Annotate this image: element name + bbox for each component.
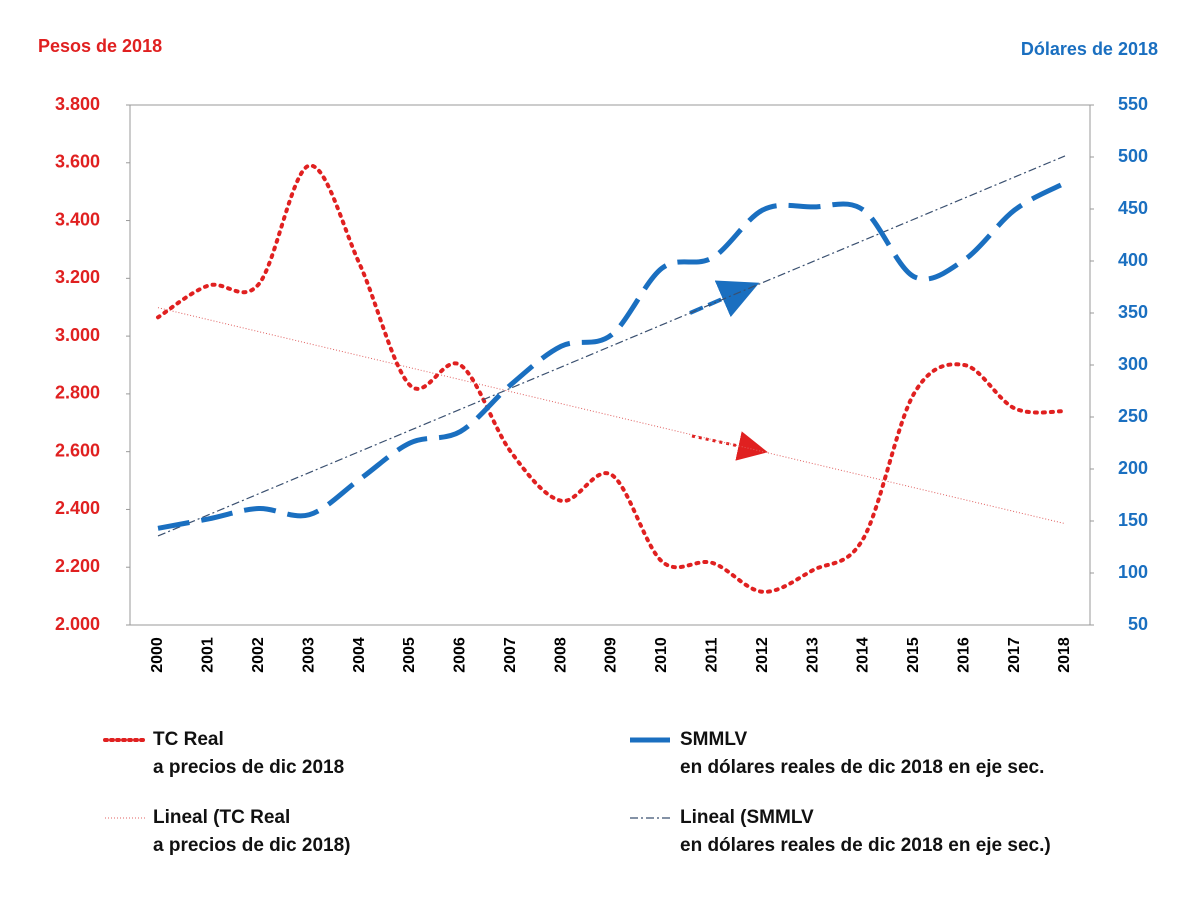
y2-tick-label: 200 [1118, 458, 1148, 478]
x-tick-label: 2016 [955, 637, 972, 673]
x-tick-label: 2002 [250, 637, 267, 673]
x-tick-label: 2000 [149, 637, 166, 673]
x-tick-label: 2011 [703, 638, 720, 673]
y2-tick-label: 400 [1118, 250, 1148, 270]
y2-tick-label: 300 [1118, 354, 1148, 374]
legend-label: Lineal (SMMLV [680, 807, 814, 828]
trend-line [157, 155, 1066, 537]
x-tick-label: 2004 [351, 637, 368, 673]
legend-label: SMMLV [680, 729, 748, 750]
y2-axis-label: Dólares de 2018 [1021, 39, 1158, 59]
x-tick-label: 2007 [502, 637, 519, 673]
x-tick-label: 2005 [401, 637, 418, 673]
y-tick-label: 3.400 [55, 209, 100, 229]
legend-label: Lineal (TC Real [153, 807, 290, 828]
y-tick-label: 2.800 [55, 383, 100, 403]
y2-tick-label: 100 [1118, 562, 1148, 582]
y2-tick-label: 250 [1118, 406, 1148, 426]
y2-tick-label: 450 [1118, 198, 1148, 218]
x-tick-label: 2008 [552, 637, 569, 673]
legend-label: TC Real [153, 729, 224, 750]
x-tick-label: 2006 [452, 637, 469, 673]
x-tick-label: 2003 [300, 637, 317, 673]
y-axis-label: Pesos de 2018 [38, 36, 162, 56]
x-tick-label: 2009 [603, 637, 620, 673]
y-tick-label: 3.600 [55, 152, 100, 172]
y-tick-label: 3.000 [55, 325, 100, 345]
x-tick-label: 2015 [905, 637, 922, 673]
data-line [157, 180, 1067, 531]
y-tick-label: 3.800 [55, 94, 100, 114]
data-line [156, 163, 1067, 594]
y-tick-label: 2.000 [55, 614, 100, 634]
x-tick-label: 2013 [804, 637, 821, 673]
x-tick-label: 2014 [855, 637, 872, 673]
legend-label: en dólares reales de dic 2018 en eje sec… [680, 835, 1051, 856]
y-tick-label: 3.200 [55, 267, 100, 287]
x-tick-label: 2010 [653, 637, 670, 673]
x-tick-label: 2017 [1006, 637, 1023, 673]
y2-tick-label: 500 [1118, 146, 1148, 166]
y-tick-label: 2.200 [55, 556, 100, 576]
y2-tick-label: 150 [1118, 510, 1148, 530]
y2-tick-label: 350 [1118, 302, 1148, 322]
legend-label: a precios de dic 2018 [153, 757, 344, 778]
legend-label: a precios de dic 2018) [153, 835, 351, 856]
annotation-arrow [691, 431, 768, 461]
x-tick-label: 2012 [754, 637, 771, 673]
x-tick-label: 2018 [1056, 637, 1073, 673]
plot-area [129, 104, 1091, 626]
x-tick-label: 2001 [200, 637, 217, 673]
trend-line [157, 307, 1066, 525]
y-tick-label: 2.600 [55, 440, 100, 460]
y-tick-label: 2.400 [55, 498, 100, 518]
y2-tick-label: 550 [1118, 94, 1148, 114]
y2-tick-label: 50 [1128, 614, 1148, 634]
legend-label: en dólares reales de dic 2018 en eje sec… [680, 757, 1044, 778]
